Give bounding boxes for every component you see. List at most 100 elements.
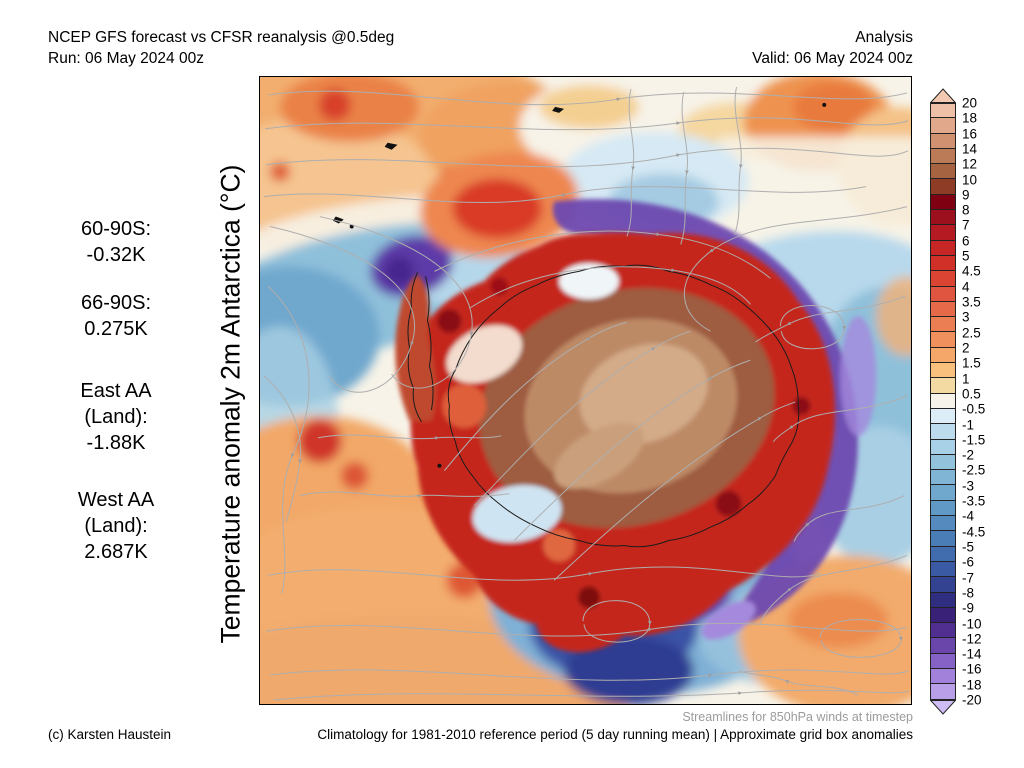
header-right: Analysis Valid: 06 May 2024 00z — [752, 27, 913, 69]
colorbar-cell — [931, 393, 955, 409]
colorbar — [930, 88, 956, 715]
stat-value: -1.88K — [86, 432, 146, 454]
colorbar-tick-label: -12 — [962, 631, 982, 647]
colorbar-cell — [931, 668, 955, 685]
colorbar-tick-label: -16 — [962, 661, 982, 677]
colorbar-tick-label: -3.5 — [962, 493, 986, 509]
colorbar-tick-label: 16 — [962, 126, 978, 142]
colorbar-cell — [931, 363, 955, 379]
colorbar-cell — [931, 133, 955, 149]
stat-value: 0.275K — [84, 318, 148, 340]
colorbar-tick-label: 5 — [962, 248, 970, 264]
colorbar-tick-label: -4.5 — [962, 524, 986, 540]
run-time: Run: 06 May 2024 00z — [48, 50, 204, 67]
colorbar-tick-label: -20 — [962, 692, 982, 708]
stat-60-90S: 60-90S: -0.32K — [28, 216, 204, 268]
colorbar-tick-label: -2 — [962, 447, 975, 463]
colorbar-cell — [931, 347, 955, 364]
colorbar-cell — [931, 607, 955, 624]
stat-label: West AA — [77, 489, 155, 511]
colorbar-tick-label: -2.5 — [962, 462, 986, 478]
colorbar-tick-label: 2 — [962, 340, 970, 356]
colorbar-cell — [931, 653, 955, 669]
colorbar-cell — [931, 286, 955, 302]
colorbar-cell — [931, 271, 955, 287]
streamline-note: Streamlines for 850hPa winds at timestep — [682, 710, 913, 724]
colorbar-cell — [931, 118, 955, 134]
colorbar-tick-label: 20 — [962, 95, 978, 111]
colorbar-cell — [931, 454, 955, 471]
colorbar-tick-label: -0.5 — [962, 401, 986, 417]
colorbar-cell — [931, 500, 955, 517]
colorbar-tick-label: 2.5 — [962, 325, 981, 341]
colorbar-cell — [931, 164, 955, 180]
colorbar-cell — [931, 408, 955, 425]
antarctica-map — [259, 76, 912, 705]
colorbar-cell — [931, 470, 955, 486]
colorbar-tick-label: 4.5 — [962, 263, 981, 279]
mode-label: Analysis — [855, 29, 913, 46]
colorbar-cell — [931, 210, 955, 226]
colorbar-cell — [931, 240, 955, 256]
chart-title: NCEP GFS forecast vs CFSR reanalysis @0.… — [48, 29, 395, 46]
colorbar-tick-label: -4 — [962, 508, 975, 524]
colorbar-cell — [931, 516, 955, 532]
colorbar-tick-label: 1 — [962, 371, 970, 387]
colorbar-tick-label: 0.5 — [962, 386, 981, 402]
colorbar-cell — [931, 577, 955, 593]
colorbar-cell — [931, 623, 955, 639]
colorbar-tick-label: -8 — [962, 585, 975, 601]
colorbar-cells — [930, 103, 956, 700]
stat-label: East AA — [80, 380, 152, 402]
continent-anomaly — [395, 232, 835, 653]
colorbar-tick-label: -1 — [962, 417, 975, 432]
streamlines-layer — [263, 86, 910, 701]
colorbar-tick-label: -6 — [962, 554, 975, 570]
colorbar-cell — [931, 301, 955, 318]
colorbar-arrow-bottom — [930, 699, 956, 715]
colorbar-cell — [931, 531, 955, 547]
copyright: (c) Karsten Haustein — [48, 727, 172, 742]
colorbar-tick-label: -5 — [962, 539, 975, 555]
colorbar-cell — [931, 103, 955, 119]
colorbar-cell — [931, 194, 955, 211]
stat-east-aa: East AA (Land): -1.88K — [28, 378, 204, 456]
stat-label: 66-90S: — [80, 292, 152, 314]
stat-66-90S: 66-90S: 0.275K — [28, 290, 204, 342]
colorbar-cell — [931, 684, 955, 700]
y-axis-label: Temperature anomaly 2m Antarctica (°C) — [215, 164, 246, 644]
stat-label: (Land): — [84, 406, 148, 428]
colorbar-tick-label: 14 — [962, 141, 978, 157]
colorbar-tick-label: -3 — [962, 478, 975, 494]
stat-west-aa: West AA (Land): 2.687K — [28, 487, 204, 565]
colorbar-cell — [931, 225, 955, 241]
colorbar-tick-label: 6 — [962, 233, 970, 249]
colorbar-tick-label: 8 — [962, 202, 970, 218]
coastline — [407, 264, 800, 548]
colorbar-arrow-top — [930, 88, 956, 103]
west-aa-pale-patch — [446, 325, 523, 384]
colorbar-cell — [931, 179, 955, 195]
colorbar-tick-label: 10 — [962, 172, 978, 188]
climatology-note: Climatology for 1981-2010 reference peri… — [317, 727, 913, 742]
colorbar-tick-label: -10 — [962, 616, 982, 632]
colorbar-tick-label: -14 — [962, 646, 982, 662]
colorbar-tick-label: 9 — [962, 187, 970, 203]
colorbar-cell — [931, 561, 955, 578]
colorbar-cell — [931, 424, 955, 440]
stat-label: 60-90S: — [80, 218, 152, 240]
antarctic-peninsula — [395, 274, 436, 421]
colorbar-tick-label: 4 — [962, 279, 970, 295]
header-left: NCEP GFS forecast vs CFSR reanalysis @0.… — [48, 27, 394, 69]
colorbar-tick-label: -18 — [962, 677, 982, 693]
colorbar-cell — [931, 317, 955, 333]
colorbar-tick-label: 12 — [962, 156, 978, 172]
colorbar-cell — [931, 638, 955, 654]
map-canvas — [260, 77, 911, 704]
colorbar-tick-label: 1.5 — [962, 355, 981, 371]
colorbar-cell — [931, 378, 955, 394]
colorbar-cell — [931, 255, 955, 272]
stat-value: -0.32K — [86, 244, 146, 266]
colorbar-tick-label: -7 — [962, 570, 975, 586]
colorbar-tick-label: -9 — [962, 600, 975, 616]
